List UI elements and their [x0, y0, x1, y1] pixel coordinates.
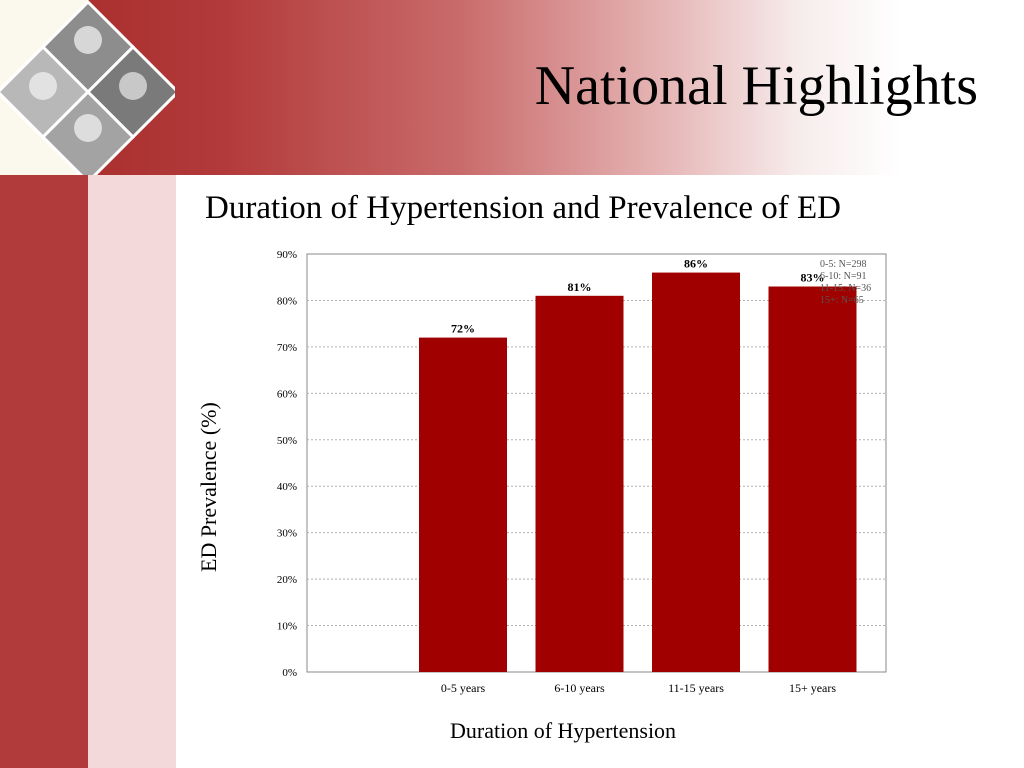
y-tick-label: 60%	[277, 388, 297, 400]
y-tick-label: 0%	[282, 667, 297, 679]
x-tick-label: 11-15 years	[668, 681, 724, 695]
left-accent-strip	[0, 175, 88, 768]
bar	[768, 286, 857, 672]
portrait-collage-icon	[0, 0, 175, 175]
y-tick-label: 10%	[277, 621, 297, 633]
x-tick-label: 6-10 years	[554, 681, 605, 695]
y-tick-label: 80%	[277, 295, 297, 307]
data-label: 81%	[568, 280, 592, 294]
y-tick-label: 50%	[277, 435, 297, 447]
bar	[419, 337, 507, 672]
bar-chart: 0% 10% 20% 30% 40% 50% 60% 70% 80% 90% 72% 0-5 year…	[277, 249, 887, 695]
y-tick-label: 90%	[277, 249, 297, 261]
chart-title: Duration of Hypertension and Prevalence …	[205, 190, 841, 226]
y-tick-label: 20%	[277, 574, 297, 586]
x-axis-label: Duration of Hypertension	[450, 718, 677, 743]
x-tick-label: 0-5 years	[441, 681, 486, 695]
data-label: 86%	[684, 257, 708, 271]
data-label: 72%	[451, 322, 475, 336]
legend-entry: 0-5: N=298	[820, 259, 866, 270]
x-tick-label: 15+ years	[789, 681, 836, 695]
y-axis-label: ED Prevalence (%)	[196, 402, 221, 572]
legend-entry: 6-10: N=91	[820, 271, 866, 282]
bar	[535, 295, 624, 672]
left-accent-strip-light	[88, 175, 176, 768]
y-tick-label: 30%	[277, 528, 297, 540]
legend-entry: 11-15: N=36	[820, 283, 871, 294]
data-label: 83%	[801, 271, 825, 285]
legend-entry: 15+: N=65	[820, 295, 864, 306]
slide-title: National Highlights	[534, 55, 978, 117]
y-tick-label: 70%	[277, 342, 297, 354]
y-tick-label: 40%	[277, 481, 297, 493]
bar	[652, 272, 740, 672]
